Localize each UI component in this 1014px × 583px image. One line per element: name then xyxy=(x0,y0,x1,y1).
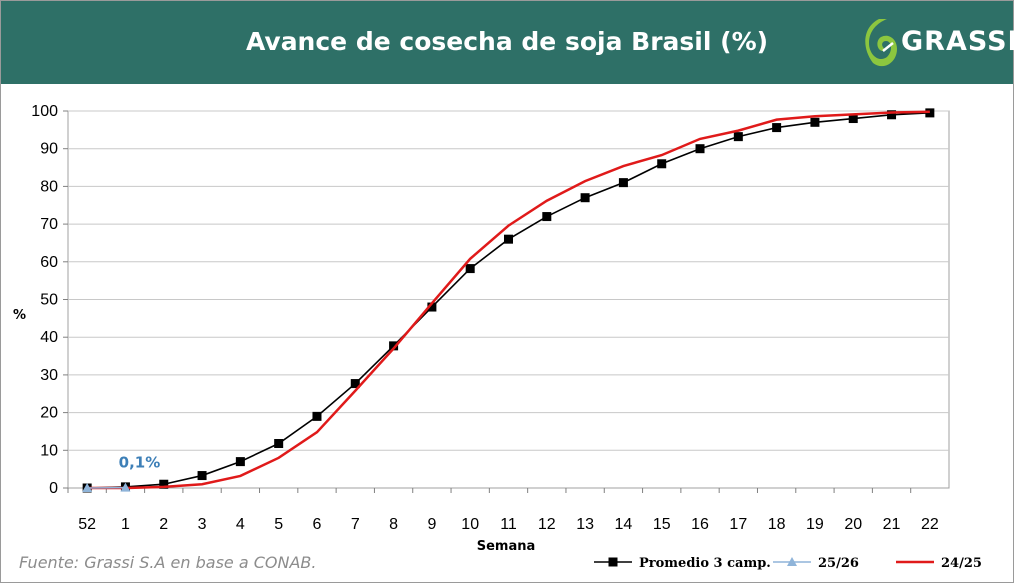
legend-marker-25-26 xyxy=(787,557,797,566)
chart-title: Avance de cosecha de soja Brasil (%) xyxy=(245,27,769,56)
x-tick-label: 8 xyxy=(389,516,398,533)
x-tick-label: 22 xyxy=(921,516,939,533)
legend-label-25-26: 25/26 xyxy=(818,556,859,571)
x-tick-label: 11 xyxy=(500,516,517,533)
x-tick-label: 14 xyxy=(615,516,633,533)
series-group xyxy=(82,108,935,493)
data-point-promedio-3-camp xyxy=(312,411,322,421)
data-point-promedio-3-camp xyxy=(389,341,399,351)
x-tick-label: 1 xyxy=(121,516,130,533)
gridlines xyxy=(63,110,949,493)
y-axis-label: % xyxy=(13,308,26,323)
data-point-25-26 xyxy=(82,483,93,492)
x-tick-label: 5 xyxy=(274,516,283,533)
data-point-promedio-3-camp xyxy=(350,379,360,389)
legend: Promedio 3 camp. 25/26 24/25 xyxy=(594,556,982,571)
header-banner xyxy=(1,1,1013,84)
data-point-promedio-3-camp xyxy=(465,264,475,274)
y-tick-label: 70 xyxy=(40,216,58,233)
y-tick-label: 90 xyxy=(40,141,58,158)
data-point-promedio-3-camp xyxy=(580,193,590,203)
data-point-promedio-3-camp xyxy=(848,114,858,124)
legend-label-24-25: 24/25 xyxy=(941,556,982,571)
x-tick-label: 19 xyxy=(806,516,824,533)
x-tick-label: 52 xyxy=(78,516,96,533)
annotation-label: 0,1% xyxy=(119,454,161,472)
x-tick-label: 17 xyxy=(729,516,747,533)
x-tick-label: 6 xyxy=(313,516,322,533)
y-tick-label: 100 xyxy=(31,103,58,120)
x-tick-labels: 52 1 2 3 4 5 6 7 8 9 10 11 12 13 14 15 16 17 18 19 20 21 22 xyxy=(78,516,939,533)
y-tick-label: 80 xyxy=(40,178,58,195)
data-point-promedio-3-camp xyxy=(887,110,897,120)
data-point-25-26 xyxy=(120,482,131,492)
x-tick-label: 13 xyxy=(576,516,594,533)
x-tick-label: 12 xyxy=(538,516,556,533)
data-point-promedio-3-camp xyxy=(695,144,705,154)
x-axis-label: Semana xyxy=(477,539,536,554)
source-note: Fuente: Grassi S.A en base a CONAB. xyxy=(19,553,317,572)
data-point-promedio-3-camp xyxy=(504,234,513,244)
x-tick-label: 7 xyxy=(351,516,360,533)
data-point-promedio-3-camp xyxy=(197,471,207,481)
x-tick-label: 2 xyxy=(159,516,168,533)
annotations: 0,1% xyxy=(119,454,161,472)
y-tick-label: 60 xyxy=(40,254,58,271)
x-tick-label: 10 xyxy=(461,516,479,533)
data-point-promedio-3-camp xyxy=(618,178,628,188)
y-tick-label: 20 xyxy=(40,405,58,422)
x-tick-label: 18 xyxy=(768,516,786,533)
x-tick-label: 15 xyxy=(653,516,671,533)
legend-marker-promedio-3-camp xyxy=(608,557,618,567)
x-tick-label: 9 xyxy=(427,516,436,533)
data-point-promedio-3-camp xyxy=(542,212,552,222)
y-tick-label: 0 xyxy=(49,480,58,497)
x-tick-label: 3 xyxy=(198,516,207,533)
legend-label-promedio-3-camp: Promedio 3 camp. xyxy=(639,556,771,571)
data-point-promedio-3-camp xyxy=(274,439,284,449)
y-tick-label: 10 xyxy=(40,442,58,459)
y-tick-label: 50 xyxy=(40,292,58,309)
series-line-24-25 xyxy=(87,110,930,490)
x-tick-label: 4 xyxy=(236,516,245,533)
x-tick-label: 16 xyxy=(691,516,709,533)
x-tick-label: 20 xyxy=(844,516,862,533)
data-point-promedio-3-camp xyxy=(733,132,743,142)
grassi-leaf-icon xyxy=(865,19,897,67)
data-point-promedio-3-camp xyxy=(235,457,245,467)
data-point-promedio-3-camp xyxy=(159,479,169,489)
x-tick-label: 21 xyxy=(883,516,901,533)
logo-text: GRASSI xyxy=(901,26,1014,57)
y-tick-labels: 0 10 20 30 40 50 60 70 80 90 100 xyxy=(31,103,58,497)
data-point-promedio-3-camp xyxy=(657,159,667,169)
data-point-promedio-3-camp xyxy=(810,117,820,127)
y-tick-label: 40 xyxy=(40,329,58,346)
data-point-promedio-3-camp xyxy=(427,302,437,312)
y-tick-label: 30 xyxy=(40,367,58,384)
data-point-promedio-3-camp xyxy=(772,123,782,133)
